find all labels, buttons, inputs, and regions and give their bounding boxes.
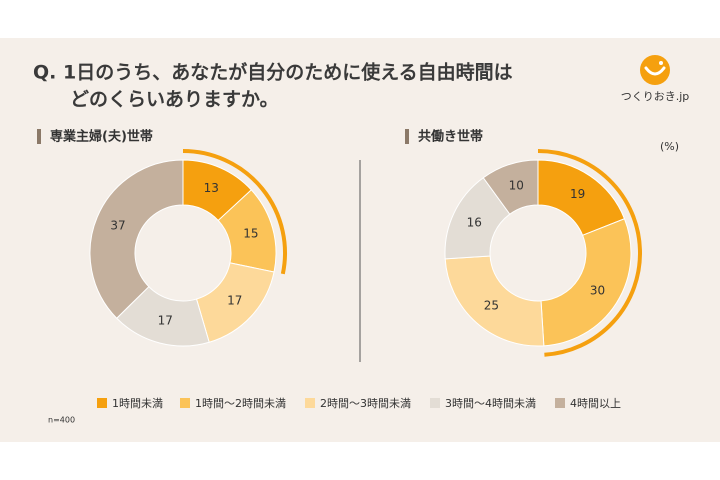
title: どのくらいありますか。	[70, 89, 279, 111]
title: Q. 1日のうち、あなたが自分のために使える自由時間は	[33, 61, 513, 84]
legend-label: 1時間未満	[112, 397, 163, 410]
note: n=400	[48, 416, 75, 425]
logo-dot	[659, 61, 663, 65]
legend-label: 3時間～4時間未満	[445, 397, 536, 410]
section-title: 共働き世帯	[418, 129, 483, 145]
legend-swatch	[555, 398, 565, 408]
legend-swatch	[97, 398, 107, 408]
logo-smile	[644, 66, 666, 76]
logo: つくりおき.jp	[621, 55, 690, 103]
donut-segment	[444, 255, 545, 347]
donut-segment	[89, 159, 184, 319]
value-label: 37	[110, 218, 125, 232]
unit: (%)	[660, 140, 679, 153]
logo-mark	[640, 55, 670, 85]
section-title: 専業主婦(夫)世帯	[50, 129, 153, 145]
legend-label: 4時間以上	[570, 397, 621, 410]
section-marker	[405, 129, 409, 144]
donut-segment	[540, 218, 632, 347]
value-label: 13	[204, 181, 219, 195]
value-label: 19	[570, 187, 585, 201]
value-label: 15	[243, 227, 258, 241]
value-label: 10	[509, 178, 524, 192]
legend-label: 1時間～2時間未満	[195, 397, 286, 410]
highlight-arc	[537, 149, 642, 357]
value-label: 25	[484, 298, 499, 312]
legend-swatch	[430, 398, 440, 408]
value-label: 17	[227, 293, 242, 307]
section-marker	[37, 129, 41, 144]
legend-swatch	[305, 398, 315, 408]
legend-swatch	[180, 398, 190, 408]
highlight-arc	[182, 149, 287, 275]
legend-label: 2時間～3時間未満	[320, 397, 411, 410]
value-label: 16	[467, 215, 482, 229]
logo-text: つくりおき.jp	[621, 90, 690, 103]
value-label: 17	[158, 314, 173, 328]
donut-segment	[482, 159, 539, 215]
value-label: 30	[590, 283, 605, 297]
